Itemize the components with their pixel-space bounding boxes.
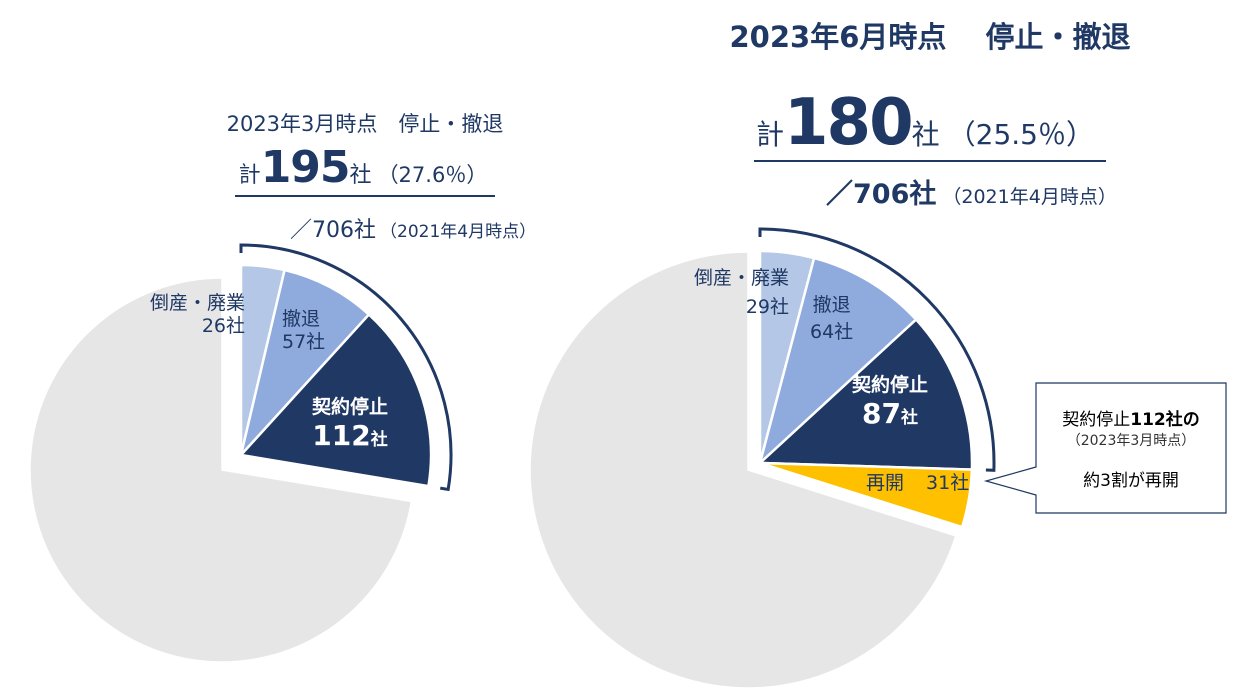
callout-bubble: [983, 382, 1227, 514]
right-total: 計180社 （25.5％）: [754, 86, 1106, 162]
left-label-bankrupt-name: 倒産・廃業: [150, 292, 246, 314]
left-base-count: ／706社 （2021年4月時点）: [290, 212, 536, 244]
right-label-withdraw-name: 撤退: [812, 294, 851, 316]
left-label-bankrupt: 倒産・廃業 26社: [150, 292, 245, 338]
pie-slice-other-right: [529, 251, 957, 689]
callout: 契約停止112社の （2023年3月時点） 約3割が再開: [1036, 383, 1226, 513]
right-label-resumed-value: 31社: [926, 472, 970, 494]
right-label-withdraw-value: 64社: [810, 320, 854, 343]
pie-slice-withdraw-left: [238, 268, 371, 460]
right-base-count: ／706社 （2021年4月時点）: [826, 172, 1117, 211]
right-label-bankrupt-name: 倒産・廃業: [694, 267, 790, 289]
right-chart-title: 2023年6月時点 停止・撤退: [729, 20, 1131, 54]
left-base-note: （2021年4月時点）: [380, 222, 537, 242]
left-label-withdraw-value: 57社: [282, 330, 326, 353]
right-label-suspend-name: 契約停止: [852, 374, 929, 396]
right-total-unit: 社: [911, 118, 940, 151]
group-bracket-right: [758, 227, 996, 472]
callout-line1-a: 契約停止: [1062, 410, 1131, 430]
left-base-label: ／706社: [290, 218, 376, 243]
group-bracket-left: [239, 243, 453, 492]
right-label-suspend-value: 87: [862, 396, 901, 430]
left-label-suspend: 契約停止 112社: [312, 396, 388, 452]
right-label-suspend-unit: 社: [900, 407, 918, 428]
left-total-value: 195: [260, 142, 351, 193]
left-total-prefix: 計: [238, 163, 261, 188]
callout-line1-b: 112社の: [1130, 410, 1200, 430]
right-label-bankrupt-value: 29社: [745, 295, 790, 318]
right-base-label: ／706社: [826, 179, 937, 210]
left-total-percent: （27.6％）: [377, 163, 488, 187]
right-base-note: （2021年4月時点）: [942, 186, 1117, 208]
pie-slice-suspend-left: [238, 312, 433, 488]
left-chart-title: 2023年3月時点 停止・撤退: [226, 112, 504, 136]
pie-slice-resumed-right: [759, 461, 974, 529]
right-label-bankrupt: 倒産・廃業 29社: [694, 267, 789, 319]
right-total-percent: （25.5％）: [947, 118, 1094, 151]
left-label-suspend-unit: 社: [370, 429, 388, 450]
callout-line2: （2023年3月時点）: [1066, 433, 1196, 449]
pie-slice-suspend-right: [756, 317, 974, 471]
right-label-withdraw: 撤退 64社: [810, 294, 853, 344]
right-total-prefix: 計: [756, 118, 785, 151]
left-label-suspend-value: 112: [312, 418, 371, 452]
left-heading: 2023年3月時点 停止・撤退 計195社 （27.6％）: [150, 108, 580, 197]
right-label-resumed-name: 再開: [866, 472, 905, 494]
pie-slice-withdraw-right: [757, 256, 918, 467]
left-label-bankrupt-value: 26社: [201, 314, 246, 337]
callout-line3: 約3割が再開: [1083, 471, 1179, 491]
right-label-resumed: 再開 31社: [866, 472, 969, 495]
right-total-value: 180: [784, 86, 914, 160]
right-label-suspend: 契約停止 87社: [852, 374, 928, 430]
left-label-suspend-name: 契約停止: [312, 396, 389, 418]
left-total: 計195社 （27.6％）: [234, 142, 496, 197]
left-label-withdraw: 撤退 57社: [282, 308, 325, 354]
pie-slice-other-left: [29, 277, 413, 663]
left-total-unit: 社: [349, 163, 372, 188]
left-label-withdraw-name: 撤退: [282, 308, 321, 330]
